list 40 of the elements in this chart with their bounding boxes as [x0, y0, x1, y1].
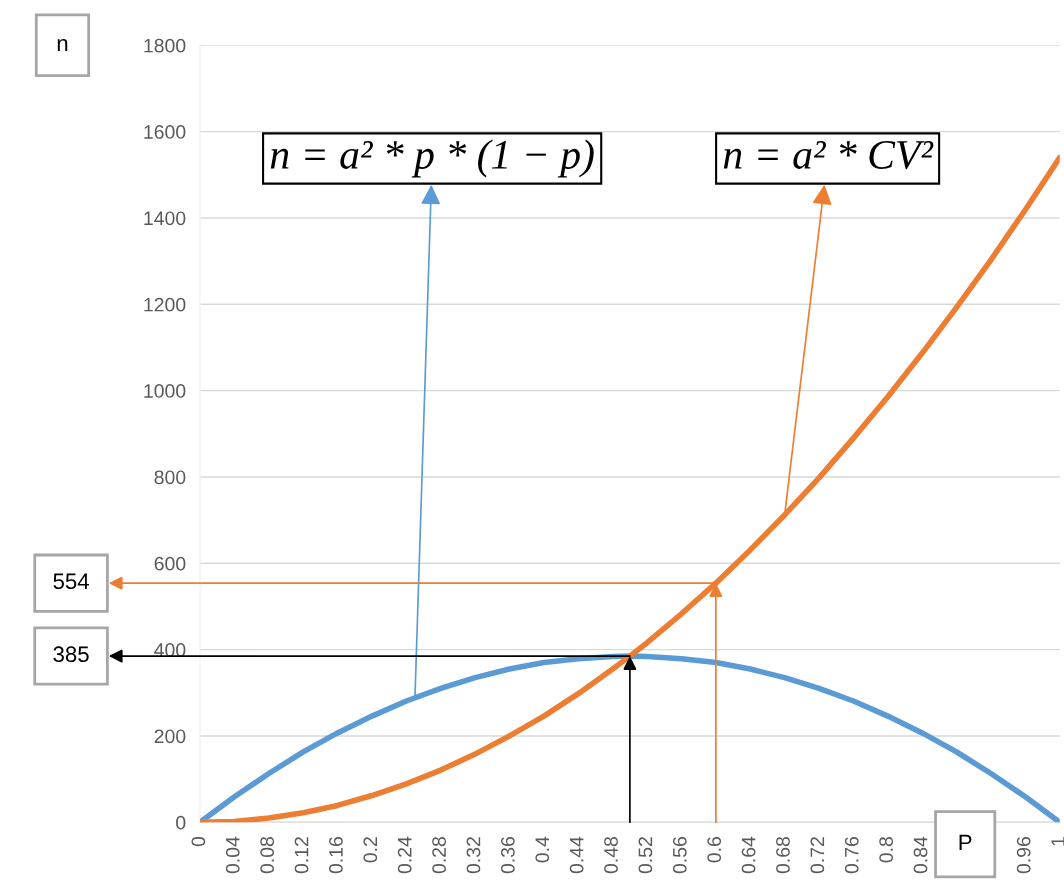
x-tick-label: 0.48: [604, 837, 618, 874]
x-tick-label: 0.6: [707, 837, 722, 863]
x-tick-label: 0.4: [535, 836, 550, 863]
x-tick-label: 0.28: [432, 837, 446, 874]
y-tick-label: 1200: [144, 297, 186, 312]
y-tick-label: 1600: [144, 125, 186, 139]
x-tick-label: 0.04: [225, 836, 240, 874]
y-tick-label: 0: [176, 815, 186, 830]
annotation: 385: [53, 646, 89, 663]
annotation: n = a² * p * (1 − p): [270, 139, 594, 178]
x-tick-label: 0.68: [776, 837, 790, 874]
y-tick-label: 400: [154, 643, 186, 657]
x-axis-title: P: [959, 834, 972, 851]
y-tick-label: 1000: [144, 384, 186, 398]
y-tick-label: 200: [154, 729, 186, 744]
x-tick-label: 1: [1051, 837, 1064, 846]
annotation: 554: [53, 573, 89, 590]
y-tick-label: 600: [154, 556, 186, 571]
x-tick-label: 0.16: [329, 837, 343, 874]
y-tick-label: 1800: [144, 38, 186, 53]
x-tick-label: 0.32: [466, 837, 481, 874]
x-tick-label: 0.24: [397, 836, 412, 874]
y-tick-label: 1400: [144, 211, 186, 226]
x-tick-label: 0.72: [810, 837, 825, 874]
x-tick-label: 0.12: [294, 837, 309, 874]
x-tick-label: 0.2: [363, 837, 378, 863]
y-axis-title: n: [57, 39, 68, 52]
x-tick-label: 0.56: [672, 837, 687, 874]
x-tick-label: 0.08: [260, 837, 275, 874]
x-tick-label: 0.96: [1016, 837, 1031, 874]
y-tick-label: 800: [154, 470, 186, 485]
annotation: n = a² * CV²: [723, 140, 934, 170]
x-tick-label: 0.44: [569, 836, 584, 874]
x-tick-label: 0: [191, 836, 206, 847]
x-tick-label: 0.52: [638, 837, 653, 874]
x-tick-label: 0.84: [913, 836, 928, 874]
x-tick-label: 0.8: [879, 837, 894, 863]
x-tick-label: 0.76: [844, 837, 859, 874]
x-tick-label: 0.64: [741, 836, 756, 874]
x-tick-label: 0.36: [500, 837, 515, 874]
